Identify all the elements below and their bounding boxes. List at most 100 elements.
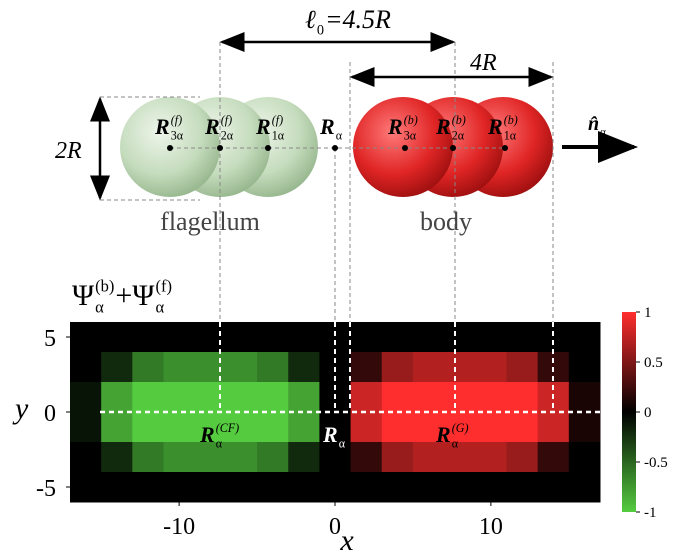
heatmap-cell [444,352,476,383]
heatmap-cell [351,352,383,383]
heatmap-cell [101,472,133,503]
y-tick-label: -5 [36,476,56,502]
heatmap-cell [164,472,196,503]
label-base: R [204,114,220,139]
heatmap-cell [569,442,601,473]
label-sup: (f) [171,113,182,127]
colorbar-tick-label: -1 [644,505,657,521]
heatmap-cell [538,472,570,503]
label-sub: 2α [221,129,234,143]
heatmap-cell [569,382,601,413]
label-sup: (f) [155,277,171,296]
heatmap-cell [132,322,164,353]
heatmap-cell [351,412,383,443]
label-sub: 3α [171,129,184,143]
label-base: R [255,114,271,139]
heatmap-cell [288,322,320,353]
heatmap-cell [132,382,164,413]
heatmap-cell [382,472,414,503]
label-base: R [322,422,338,447]
heatmap-cell [70,352,102,383]
heatmap-cell [444,382,476,413]
label-sub: 3α [404,129,417,143]
heatmap-cell [475,382,507,413]
heatmap-cell [70,412,102,443]
heatmap-cell [475,442,507,473]
label-sub: α [336,129,343,143]
heatmap-cell [288,382,320,413]
heatmap-cell [444,322,476,353]
heatmap-cell [569,322,601,353]
heatmap-cell [351,382,383,413]
heatmap-cell [382,382,414,413]
heatmap-cell [257,412,289,443]
heatmap-cell [226,352,258,383]
heatmap-cell [288,442,320,473]
heatmap-cell [506,322,538,353]
heatmap-cell [70,442,102,473]
heatmap-cell [413,472,445,503]
heatmap-cell [475,322,507,353]
label-sup: (f) [272,113,283,127]
label-sub: α [600,126,606,138]
label-sub: α [95,298,104,317]
body-label: body [420,207,472,236]
label-sub: α [216,437,223,451]
heatmap-cell [226,382,258,413]
y-tick-label: 0 [44,401,56,427]
heatmap-cell [164,382,196,413]
heatmap-cell [288,472,320,503]
heatmap-cell [195,382,227,413]
heatmap-cell [506,382,538,413]
heatmap-cell [351,322,383,353]
label-sup: (b) [452,113,466,127]
label-sub: α [339,437,346,451]
label-sup: (b) [504,113,518,127]
heatmap-cell [257,382,289,413]
heatmap-cell [288,412,320,443]
heatmap-cell [351,442,383,473]
heatmap-cell [132,412,164,443]
heatmap-cell [382,322,414,353]
heatmap-cell [70,322,102,353]
heatmap-cell [101,352,133,383]
colorbar-tick-label: 1 [644,305,652,321]
x-tick-label: 10 [479,514,503,540]
heatmap-cell [164,412,196,443]
heatmap-cell [164,352,196,383]
x-tick-label: -10 [163,514,195,540]
heatmap-cell [319,472,351,503]
heatmap-cell [101,412,133,443]
heatmap-cell [101,382,133,413]
heatmap-cell [382,352,414,383]
label-base: +Ψ [115,279,155,312]
heatmap-cell [475,352,507,383]
heatmap-cell [569,472,601,503]
heatmap-cell [195,352,227,383]
heatmap-cell [569,412,601,443]
diameter-label: 2R [55,138,82,164]
label-sub: 1α [272,129,285,143]
heatmap-cell [164,442,196,473]
label-base: R [435,422,451,447]
flagellum-label: flagellum [160,207,260,236]
label-sub: 0 [317,23,324,39]
colorbar [622,312,636,512]
heatmap-cell [195,472,227,503]
label-base: R [487,114,503,139]
heatmap-cell [164,322,196,353]
heatmap-cell [226,442,258,473]
label-sub: α [452,437,459,451]
heatmap-cell [506,352,538,383]
label-sup: (CF) [216,421,240,435]
heatmap-cell [506,472,538,503]
y-axis-label: y [12,392,29,425]
label-sup: (G) [452,421,469,435]
figure: 4R 2R flagellum body ℓ0=4.5Rn̂αR(f)3αR(f… [0,0,682,554]
heatmap-cell [132,472,164,503]
label-base: n̂ [588,113,599,135]
label-sup: (b) [404,113,418,127]
label-base: R [199,422,215,447]
label-rest: =4.5R [325,5,391,34]
heatmap-cell [257,472,289,503]
